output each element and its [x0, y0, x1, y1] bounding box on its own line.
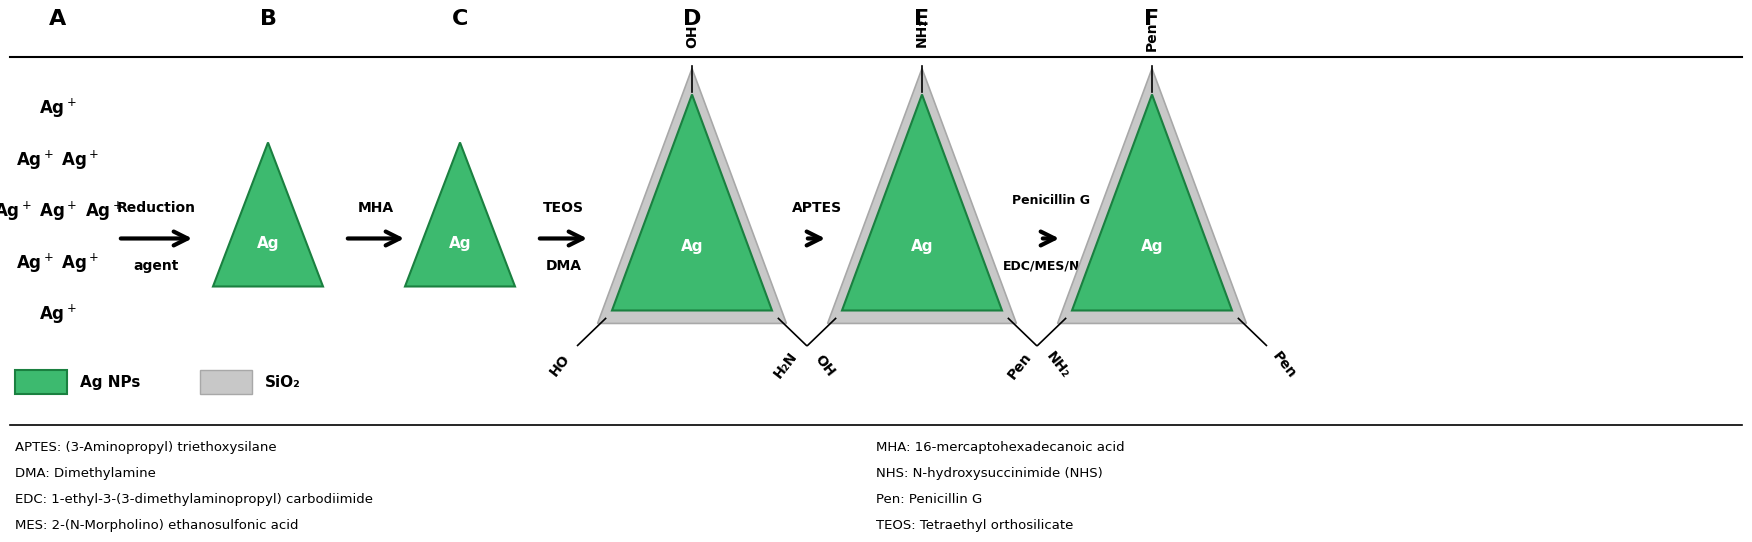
FancyBboxPatch shape	[200, 370, 252, 394]
Text: OH: OH	[685, 25, 699, 48]
Text: SiO₂: SiO₂	[265, 375, 301, 390]
Text: Ag: Ag	[1141, 239, 1163, 254]
Text: F: F	[1144, 9, 1160, 29]
Text: MHA: MHA	[357, 202, 394, 216]
Text: Pen: Pen	[1006, 350, 1034, 382]
Text: Ag NPs: Ag NPs	[81, 375, 140, 390]
Text: Ag: Ag	[682, 239, 703, 254]
Polygon shape	[1072, 94, 1232, 311]
Text: HO: HO	[547, 352, 573, 379]
Text: MHA: 16-mercaptohexadecanoic acid: MHA: 16-mercaptohexadecanoic acid	[876, 441, 1125, 454]
Text: Ag$^+$ Ag$^+$: Ag$^+$ Ag$^+$	[16, 149, 100, 171]
Text: B: B	[259, 9, 277, 29]
Text: TEOS: Tetraethyl orthosilicate: TEOS: Tetraethyl orthosilicate	[876, 519, 1074, 532]
Text: Ag: Ag	[911, 239, 934, 254]
Text: Pen: Pen	[1270, 350, 1298, 382]
Polygon shape	[611, 94, 773, 311]
Polygon shape	[214, 143, 322, 287]
Text: Ag: Ag	[258, 236, 279, 251]
Text: C: C	[452, 9, 468, 29]
Polygon shape	[405, 143, 515, 287]
Text: MES: 2-(N-Morpholino) ethanosulfonic acid: MES: 2-(N-Morpholino) ethanosulfonic aci…	[16, 519, 298, 532]
FancyBboxPatch shape	[16, 370, 67, 394]
Text: EDC: 1-ethyl-3-(3-dimethylaminopropyl) carbodiimide: EDC: 1-ethyl-3-(3-dimethylaminopropyl) c…	[16, 493, 373, 506]
Text: Ag$^+$: Ag$^+$	[39, 97, 77, 120]
Polygon shape	[843, 94, 1002, 311]
Polygon shape	[827, 68, 1016, 324]
Text: APTES: (3-Aminopropyl) triethoxysilane: APTES: (3-Aminopropyl) triethoxysilane	[16, 441, 277, 454]
Text: Penicillin G: Penicillin G	[1013, 194, 1090, 207]
Text: NHS: N-hydroxysuccinimide (NHS): NHS: N-hydroxysuccinimide (NHS)	[876, 467, 1102, 480]
Polygon shape	[1058, 68, 1246, 324]
Text: TEOS: TEOS	[543, 202, 583, 216]
Text: agent: agent	[133, 260, 179, 274]
Text: Ag$^+$: Ag$^+$	[39, 303, 77, 326]
Text: NH₂: NH₂	[1044, 350, 1072, 381]
Text: D: D	[683, 9, 701, 29]
Text: Pen: Penicillin G: Pen: Penicillin G	[876, 493, 983, 506]
Text: Ag$^+$ Ag$^+$: Ag$^+$ Ag$^+$	[16, 251, 100, 274]
Text: NH₂: NH₂	[915, 18, 929, 47]
Text: APTES: APTES	[792, 202, 841, 216]
Text: E: E	[915, 9, 930, 29]
Text: Ag$^+$ Ag$^+$ Ag$^+$: Ag$^+$ Ag$^+$ Ag$^+$	[0, 200, 123, 223]
Text: A: A	[49, 9, 67, 29]
Text: DMA: DMA	[545, 260, 582, 274]
Text: EDC/MES/NHS: EDC/MES/NHS	[1002, 260, 1099, 273]
Text: DMA: Dimethylamine: DMA: Dimethylamine	[16, 467, 156, 480]
Text: Ag: Ag	[449, 236, 471, 251]
Text: OH: OH	[811, 352, 837, 379]
Text: H₂N: H₂N	[771, 350, 801, 381]
Text: Reduction: Reduction	[117, 202, 196, 216]
Polygon shape	[597, 68, 787, 324]
Text: Pen: Pen	[1146, 22, 1160, 51]
